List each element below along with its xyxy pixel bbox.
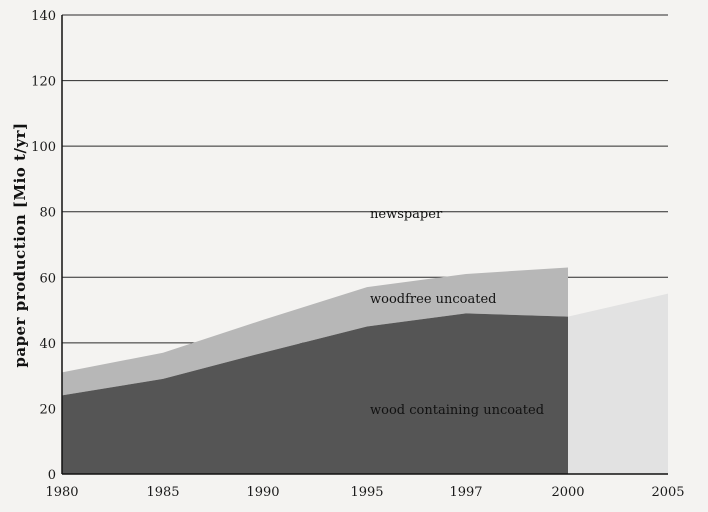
annotation-wood-containing-uncoated: wood containing uncoated bbox=[370, 403, 544, 418]
area-wood-containing-uncoated bbox=[62, 313, 568, 474]
y-tick-label-80: 80 bbox=[39, 206, 56, 221]
y-tick-label-120: 120 bbox=[31, 75, 56, 90]
area-woodfree-uncoated bbox=[62, 267, 568, 396]
x-tick-label-2005: 2005 bbox=[651, 485, 684, 500]
y-tick-label-0: 0 bbox=[48, 468, 56, 483]
y-tick-label-40: 40 bbox=[39, 337, 56, 352]
x-tick-label-1985: 1985 bbox=[146, 485, 179, 500]
x-tick-label-1980: 1980 bbox=[45, 485, 78, 500]
area-layers bbox=[62, 267, 668, 474]
tick-labels: 0 20 40 60 80 100 120 140 1980 1985 1990 1995 1997 20… bbox=[31, 9, 684, 500]
annotation-woodfree-uncoated: woodfree uncoated bbox=[370, 292, 497, 307]
y-tick-label-100: 100 bbox=[31, 140, 56, 155]
x-tick-label-2000: 2000 bbox=[551, 485, 584, 500]
y-axis-label: paper production [Mio t/yr] bbox=[11, 122, 29, 367]
y-tick-label-20: 20 bbox=[39, 402, 56, 417]
x-tick-label-1990: 1990 bbox=[246, 485, 279, 500]
annotation-newspaper: newspaper bbox=[370, 207, 443, 222]
x-tick-label-1995: 1995 bbox=[350, 485, 383, 500]
area-projection bbox=[568, 293, 668, 474]
y-tick-label-60: 60 bbox=[39, 271, 56, 286]
axes bbox=[61, 15, 668, 475]
gridlines bbox=[62, 14, 668, 409]
y-tick-label-140: 140 bbox=[31, 9, 56, 24]
x-tick-label-1997: 1997 bbox=[449, 485, 482, 500]
